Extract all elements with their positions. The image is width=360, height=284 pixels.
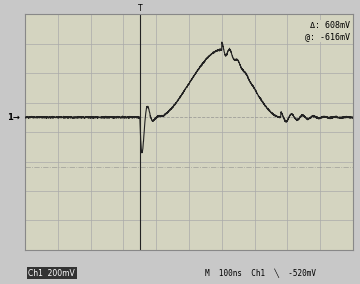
Text: Ch1  200mV: Ch1 200mV — [28, 269, 75, 278]
Text: 1→: 1→ — [8, 113, 20, 122]
Text: M  100ns  Ch1  ╲  -520mV: M 100ns Ch1 ╲ -520mV — [206, 269, 316, 278]
Text: T: T — [138, 4, 142, 13]
Text: Δ: 608mV
@: -616mV: Δ: 608mV @: -616mV — [305, 21, 350, 41]
